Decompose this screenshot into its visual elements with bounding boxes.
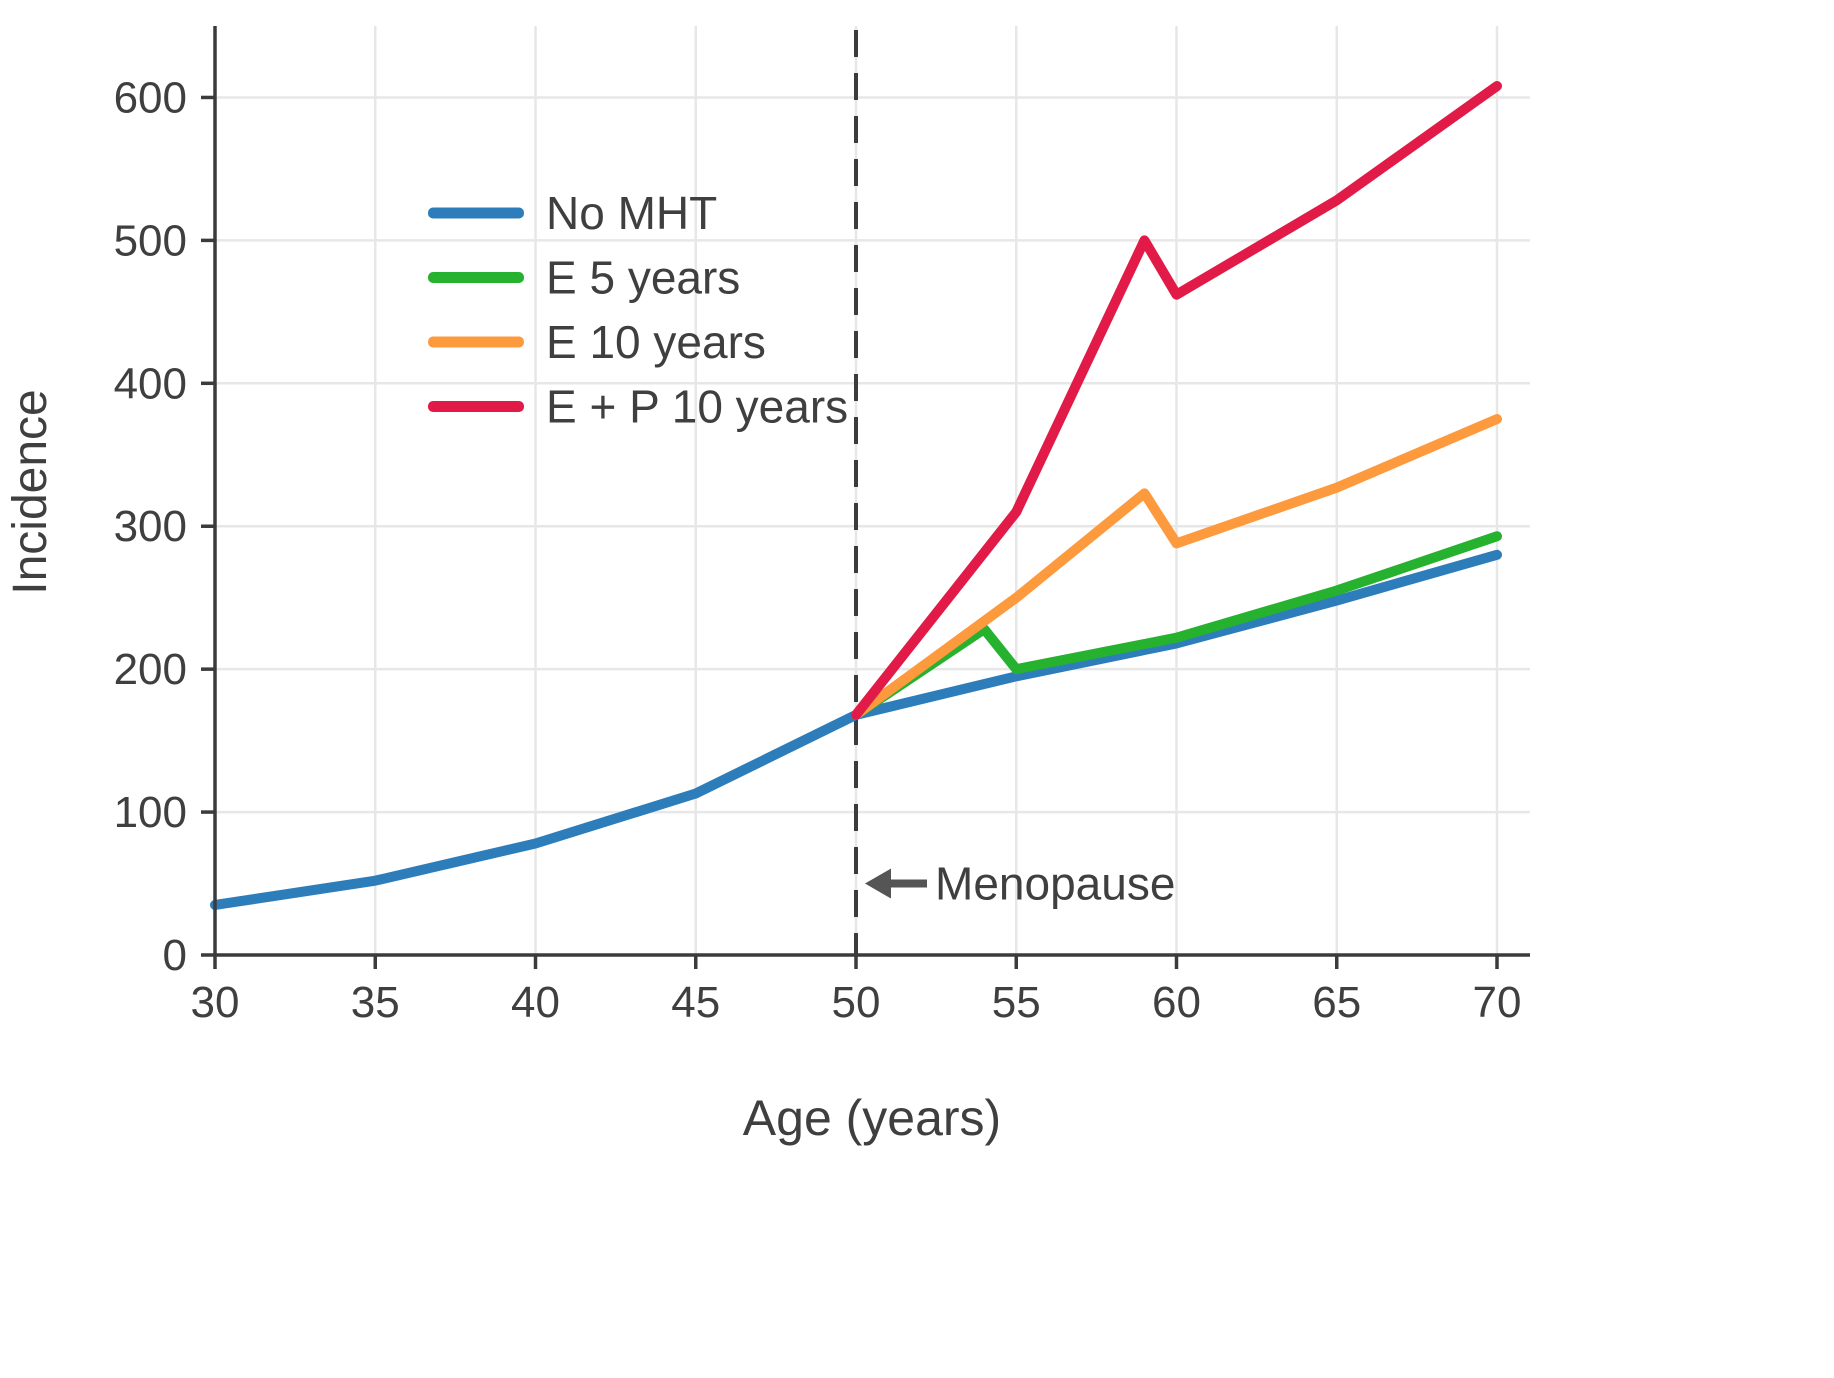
y-axis-title: Incidence — [4, 389, 57, 594]
legend-label: E + P 10 years — [546, 381, 848, 433]
series-line-e-5-years — [851, 531, 1502, 720]
x-tick-label: 30 — [191, 978, 240, 1027]
legend-label: E 10 years — [546, 316, 766, 368]
gridlines — [215, 26, 1530, 955]
y-tick-label: 300 — [114, 502, 187, 551]
legend-swatch-e-10-years — [428, 336, 524, 348]
x-tick-label: 35 — [351, 978, 400, 1027]
x-tick-label: 40 — [511, 978, 560, 1027]
x-tick-label: 55 — [992, 978, 1041, 1027]
x-tick-label: 60 — [1152, 978, 1201, 1027]
legend: No MHT E 5 years E 10 years E + P 10 years — [428, 187, 848, 433]
series-line-e-p-10-years — [851, 81, 1502, 720]
y-tick-label: 100 — [114, 788, 187, 837]
axes: 30 35 40 45 50 55 60 65 70 0 100 200 300 400 500 600 — [114, 26, 1530, 1027]
series-lines — [210, 81, 1502, 910]
legend-label: E 5 years — [546, 252, 740, 304]
x-tick-label: 70 — [1473, 978, 1522, 1027]
legend-swatch-e-5-years — [428, 272, 524, 283]
legend-label: No MHT — [546, 187, 717, 239]
x-tick-label: 65 — [1312, 978, 1361, 1027]
menopause-arrow-head — [865, 868, 891, 899]
x-tick-label: 45 — [671, 978, 720, 1027]
y-tick-label: 600 — [114, 73, 187, 122]
legend-swatch-no-mht — [428, 207, 524, 219]
x-tick-label: 50 — [832, 978, 881, 1027]
menopause-annotation-label: Menopause — [935, 858, 1175, 910]
y-tick-label: 0 — [163, 931, 187, 980]
series-line-e-10-years — [851, 414, 1502, 720]
y-tick-label: 400 — [114, 359, 187, 408]
y-tick-label: 200 — [114, 645, 187, 694]
legend-swatch-e-p-10-years — [428, 401, 524, 412]
x-axis-title: Age (years) — [743, 1090, 1001, 1146]
annotations: Menopause — [865, 858, 1175, 910]
y-tick-label: 500 — [114, 216, 187, 265]
